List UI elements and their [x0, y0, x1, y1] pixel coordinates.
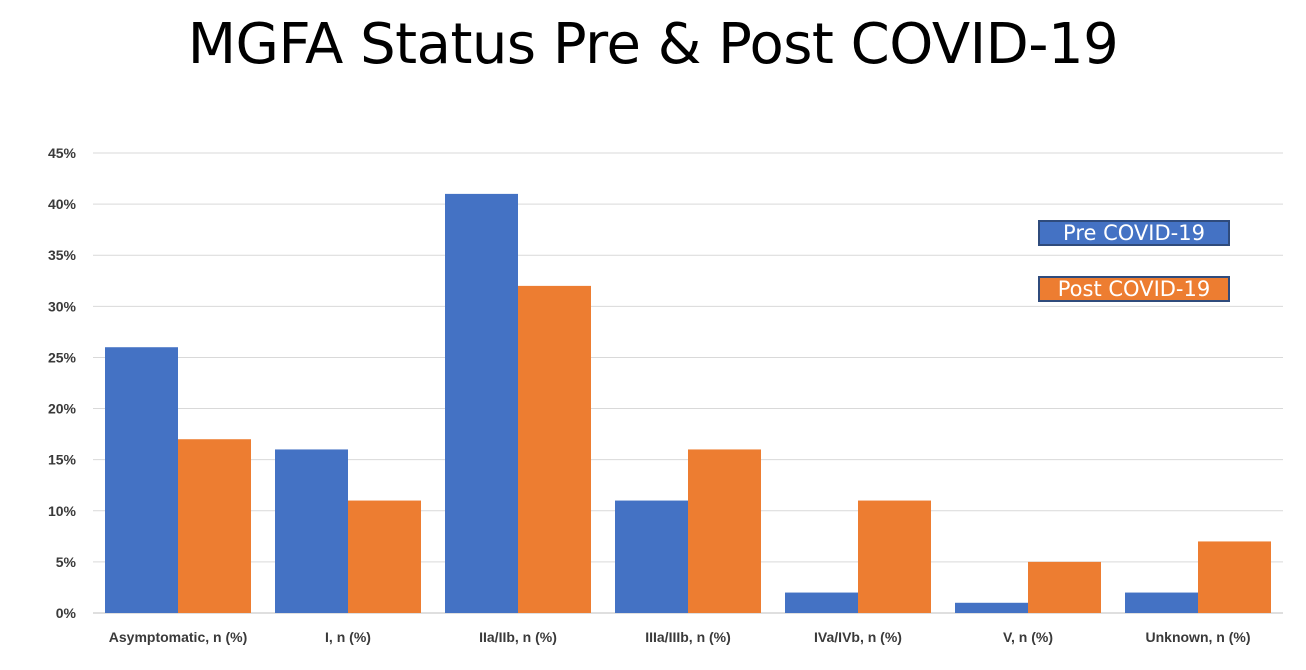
bar-pre-covid	[445, 193, 518, 613]
y-tick-label: 5%	[56, 554, 77, 570]
bars	[105, 193, 1271, 613]
y-tick-label: 10%	[48, 503, 77, 519]
legend-pre-covid: Pre COVID-19	[1038, 220, 1230, 246]
y-tick-label: 0%	[56, 605, 77, 621]
x-category-label: I, n (%)	[325, 629, 371, 645]
bar-pre-covid	[275, 449, 348, 613]
bar-post-covid	[348, 500, 421, 613]
bar-pre-covid	[785, 592, 858, 613]
y-tick-label: 40%	[48, 196, 77, 212]
chart-title: MGFA Status Pre & Post COVID-19	[187, 12, 1119, 77]
bar-pre-covid	[955, 602, 1028, 613]
bar-post-covid	[688, 449, 761, 613]
bar-post-covid	[1028, 561, 1101, 613]
y-tick-label: 30%	[48, 298, 77, 314]
x-category-label: IIIa/IIIb, n (%)	[645, 629, 731, 645]
bar-pre-covid	[615, 500, 688, 613]
legend-post-covid: Post COVID-19	[1038, 276, 1230, 302]
y-axis-ticks: 0% 5% 10% 15% 20% 25% 30% 35% 40% 45%	[48, 145, 77, 621]
bar-post-covid	[858, 500, 931, 613]
y-tick-label: 20%	[48, 401, 77, 417]
bar-post-covid	[178, 439, 251, 613]
bar-post-covid	[518, 285, 591, 613]
y-tick-label: 15%	[48, 452, 77, 468]
y-tick-label: 25%	[48, 349, 77, 365]
x-category-label: V, n (%)	[1003, 629, 1053, 645]
x-category-label: IVa/IVb, n (%)	[814, 629, 902, 645]
x-category-label: Unknown, n (%)	[1146, 629, 1251, 645]
x-category-label: IIa/IIb, n (%)	[479, 629, 557, 645]
x-axis-categories: Asymptomatic, n (%) I, n (%) IIa/IIb, n (%…	[109, 629, 1251, 645]
bar-pre-covid	[1125, 592, 1198, 613]
y-tick-label: 35%	[48, 247, 77, 263]
bar-post-covid	[1198, 541, 1271, 613]
bar-pre-covid	[105, 347, 178, 613]
x-category-label: Asymptomatic, n (%)	[109, 629, 247, 645]
y-tick-label: 45%	[48, 145, 77, 161]
